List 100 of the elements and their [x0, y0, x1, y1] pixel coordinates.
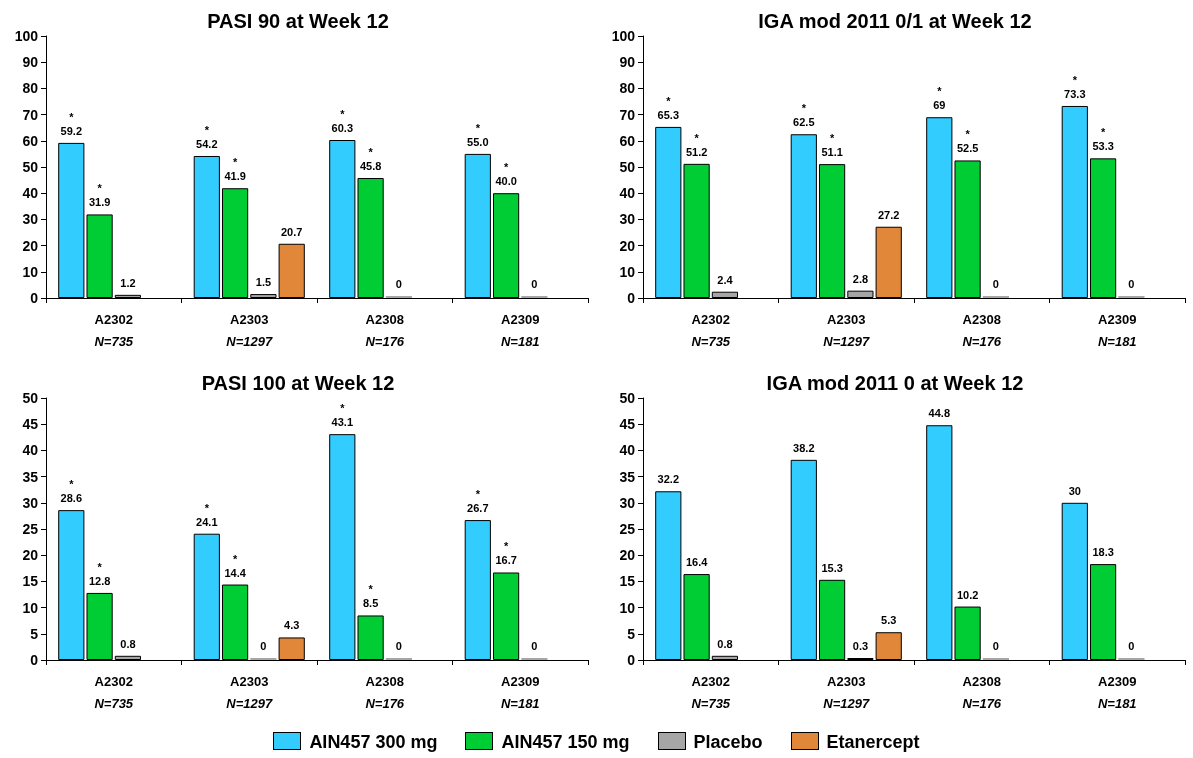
y-tick-label: 30: [619, 494, 636, 511]
y-tick-label: 60: [619, 132, 636, 149]
data-label: 0: [395, 640, 402, 652]
data-label: * 69: [933, 85, 946, 112]
y-tick-label: 5: [627, 625, 636, 642]
y-tick-label: 40: [22, 442, 39, 459]
x-tick-label: A2309 N=181: [500, 311, 540, 349]
y-tick-label: 70: [619, 106, 636, 123]
data-label: 5.3: [881, 614, 897, 627]
y-tick-label: 100: [611, 28, 636, 44]
data-label: * 24.1: [196, 501, 218, 528]
y-tick-label: 20: [619, 237, 636, 254]
data-label: * 16.7: [495, 540, 517, 567]
x-tick-label: A2302 N=735: [94, 673, 134, 711]
data-label: 0: [992, 640, 999, 652]
y-tick-label: 10: [22, 599, 39, 616]
legend-label: Placebo: [692, 732, 763, 753]
y-tick-label: 35: [619, 468, 636, 485]
data-label: 0: [1128, 640, 1135, 652]
y-tick-label: 0: [30, 290, 39, 306]
data-label: * 28.6: [60, 478, 83, 505]
data-label: 2.8: [852, 272, 869, 285]
chart-title: PASI 100 at Week 12: [201, 372, 395, 394]
data-label: 0: [260, 640, 267, 652]
y-tick-label: 0: [627, 290, 636, 306]
y-tick-label: 90: [619, 54, 636, 71]
data-label: 0: [1128, 278, 1135, 290]
data-label: * 52.5: [956, 128, 979, 155]
y-tick-label: 90: [22, 54, 39, 71]
data-label: * 51.2: [685, 131, 708, 158]
y-tick-label: 45: [619, 416, 636, 433]
y-tick-label: 60: [22, 132, 39, 149]
data-label: 0.3: [852, 640, 869, 652]
data-label: * 40.0: [495, 161, 517, 188]
chart-title: PASI 90 at Week 12: [207, 10, 389, 32]
y-tick-label: 0: [30, 652, 39, 668]
data-label: * 14.4: [224, 552, 247, 579]
data-label: * 54.2: [196, 124, 218, 150]
y-tick-label: 15: [22, 573, 39, 590]
data-label: * 26.7: [467, 488, 489, 515]
y-tick-label: 30: [22, 494, 39, 511]
y-tick-label: 50: [22, 390, 39, 406]
x-tick-label: A2308 N=176: [962, 673, 1002, 711]
x-tick-label: A2308 N=176: [365, 673, 405, 711]
y-tick-label: 45: [22, 416, 39, 433]
data-label: 38.2: [793, 441, 815, 454]
data-label: 32.2: [657, 473, 680, 486]
y-tick-label: 80: [22, 80, 39, 97]
y-tick-label: 5: [30, 625, 39, 642]
data-label: * 59.2: [60, 110, 83, 137]
legend-label: AIN457 300 mg: [308, 732, 438, 753]
data-label: * 31.9: [88, 182, 111, 209]
data-label: 2.4: [717, 273, 734, 286]
x-tick-label: A2309 N=181: [1097, 673, 1137, 711]
data-label: 0.8: [717, 637, 733, 650]
data-label: 0.8: [120, 637, 136, 650]
legend-label: Etanercept: [825, 732, 920, 753]
y-tick-label: 50: [22, 159, 39, 175]
y-tick-label: 50: [619, 159, 636, 175]
y-tick-label: 10: [619, 599, 636, 616]
x-tick-label: A2303 N=1297: [226, 673, 273, 711]
x-tick-label: A2309 N=181: [1097, 311, 1137, 349]
data-label: * 45.8: [359, 146, 382, 172]
data-label: 16.4: [685, 556, 709, 569]
data-label: 0: [531, 278, 538, 290]
y-tick-label: 10: [619, 263, 636, 280]
data-label: 0: [992, 278, 999, 290]
data-label: * 73.3: [1064, 73, 1086, 100]
x-tick-label: A2303 N=1297: [823, 673, 870, 711]
data-label: 44.8: [928, 407, 951, 420]
x-tick-label: A2303 N=1297: [823, 311, 870, 349]
data-label: 0: [395, 278, 402, 290]
y-tick-label: 20: [22, 237, 39, 254]
data-label: 0: [531, 640, 538, 652]
y-tick-label: 100: [14, 28, 39, 44]
x-tick-label: A2302 N=735: [691, 311, 731, 349]
y-tick-label: 35: [22, 468, 39, 485]
data-label: 20.7: [280, 225, 303, 238]
y-tick-label: 0: [627, 652, 636, 668]
data-label: 4.3: [284, 619, 300, 632]
data-label: * 43.1: [331, 402, 354, 429]
y-tick-label: 25: [619, 521, 636, 537]
x-tick-label: A2302 N=735: [691, 673, 731, 711]
y-tick-label: 20: [619, 547, 636, 564]
data-label: 1.2: [120, 276, 136, 289]
data-label: 1.5: [255, 276, 272, 289]
x-tick-label: A2308 N=176: [962, 311, 1002, 349]
y-tick-label: 40: [22, 185, 39, 202]
x-tick-label: A2309 N=181: [500, 673, 540, 711]
y-tick-label: 20: [22, 547, 39, 564]
data-label: * 51.1: [821, 132, 843, 159]
y-tick-label: 10: [22, 263, 39, 280]
data-label: 10.2: [956, 588, 979, 601]
data-label: * 62.5: [793, 102, 815, 129]
data-label: * 12.8: [88, 560, 111, 587]
y-tick-label: 30: [619, 211, 636, 228]
chart-title: IGA mod 2011 0 at Week 12: [766, 372, 1024, 394]
data-label: 18.3: [1092, 546, 1114, 559]
y-tick-label: 70: [22, 106, 39, 123]
y-tick-label: 40: [619, 185, 636, 202]
